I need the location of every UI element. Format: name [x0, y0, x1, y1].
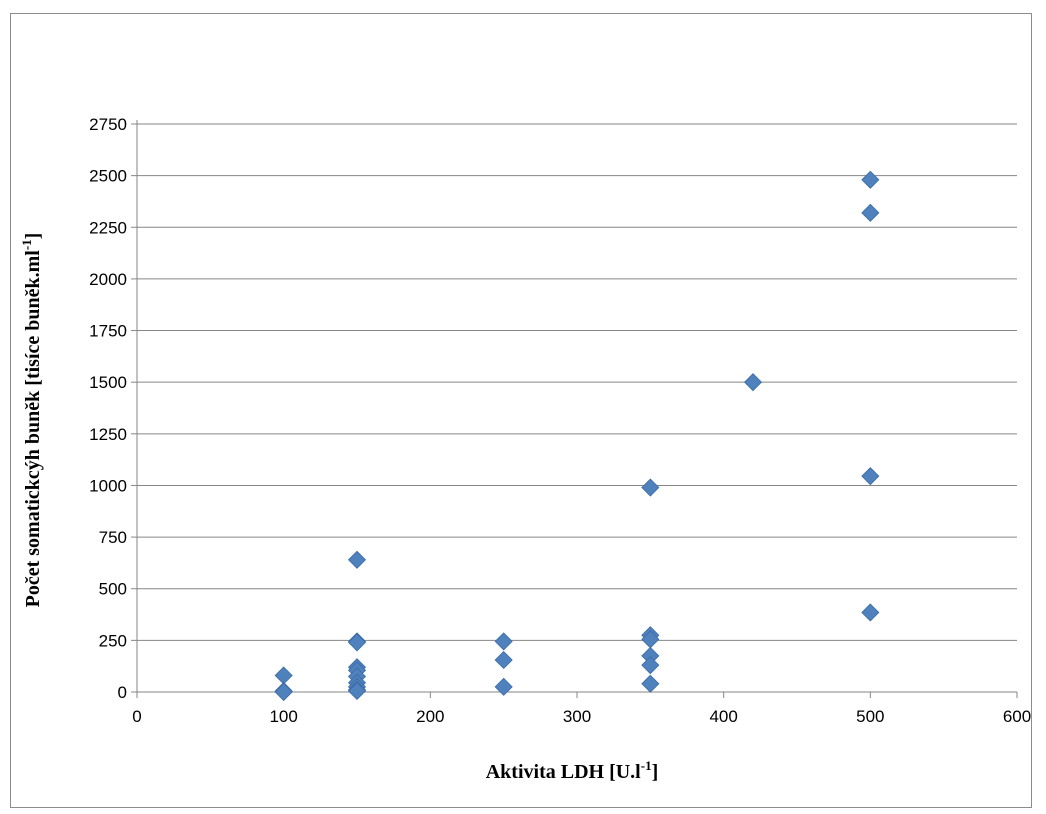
y-tick-label-1500: 1500 [89, 373, 127, 392]
x-tick-labels: 0 100 200 300 400 500 600 [132, 707, 1031, 726]
data-point-13 [494, 632, 513, 651]
data-point-3 [347, 550, 367, 569]
y-axis-title: Počet somatickcýh buněk [tisíce buněk.ml… [19, 233, 44, 608]
x-axis-title-suffix: ] [652, 761, 659, 783]
data-point-0 [274, 666, 293, 685]
y-tick-label-1250: 1250 [89, 425, 127, 444]
x-tick-label-600: 600 [1003, 707, 1031, 726]
data-point-20 [641, 656, 660, 675]
y-tick-label-0: 0 [118, 683, 127, 702]
y-axis-title-text: Počet somatickcýh buněk [tisíce buněk.ml [22, 250, 44, 608]
data-point-24 [861, 203, 880, 222]
y-tick-labels: 0 250 500 750 1000 1250 1500 1750 2000 2250 2500 27… [89, 115, 127, 702]
y-tick-label-250: 250 [99, 631, 127, 650]
x-tick-label-200: 200 [416, 707, 444, 726]
x-axis-title-sup: -1 [641, 758, 652, 773]
x-axis-title-text: Aktivita LDH [U.l [486, 761, 641, 783]
data-point-15 [494, 677, 513, 696]
x-tick-label-0: 0 [132, 707, 141, 726]
y-tick-label-2750: 2750 [89, 115, 127, 134]
y-tick-label-2500: 2500 [89, 167, 127, 186]
data-point-12 [347, 681, 367, 701]
data-point-16 [641, 478, 660, 497]
data-point-21 [641, 674, 660, 693]
x-tick-label-300: 300 [563, 707, 591, 726]
y-tick-label-2250: 2250 [89, 218, 127, 237]
y-tick-label-2000: 2000 [89, 270, 127, 289]
x-axis-title: Aktivita LDH [U.l-1] [486, 758, 659, 783]
y-tick-label-1000: 1000 [89, 476, 127, 495]
y-tick-label-1750: 1750 [89, 322, 127, 341]
x-tick-label-400: 400 [709, 707, 737, 726]
chart-frame: 0 100 200 300 400 500 600 0 250 500 750 1000 1250 15… [10, 13, 1032, 808]
data-point-26 [861, 603, 880, 622]
y-tick-label-750: 750 [99, 528, 127, 547]
y-axis-title-sup: -1 [19, 239, 34, 250]
y-tick-label-500: 500 [99, 580, 127, 599]
grid-lines [137, 123, 1017, 641]
data-point-25 [861, 467, 880, 486]
data-point-2 [274, 682, 293, 702]
axes [131, 120, 1018, 698]
y-axis-title-suffix: ] [22, 233, 44, 240]
x-tick-label-100: 100 [269, 707, 297, 726]
data-point-22 [743, 373, 763, 392]
data-point-14 [494, 650, 513, 670]
scatter-chart: 0 100 200 300 400 500 600 0 250 500 750 1000 1250 15… [19, 115, 1031, 783]
data-points [274, 170, 880, 702]
data-point-23 [861, 170, 880, 189]
data-point-5 [347, 633, 367, 652]
x-tick-label-500: 500 [856, 707, 884, 726]
